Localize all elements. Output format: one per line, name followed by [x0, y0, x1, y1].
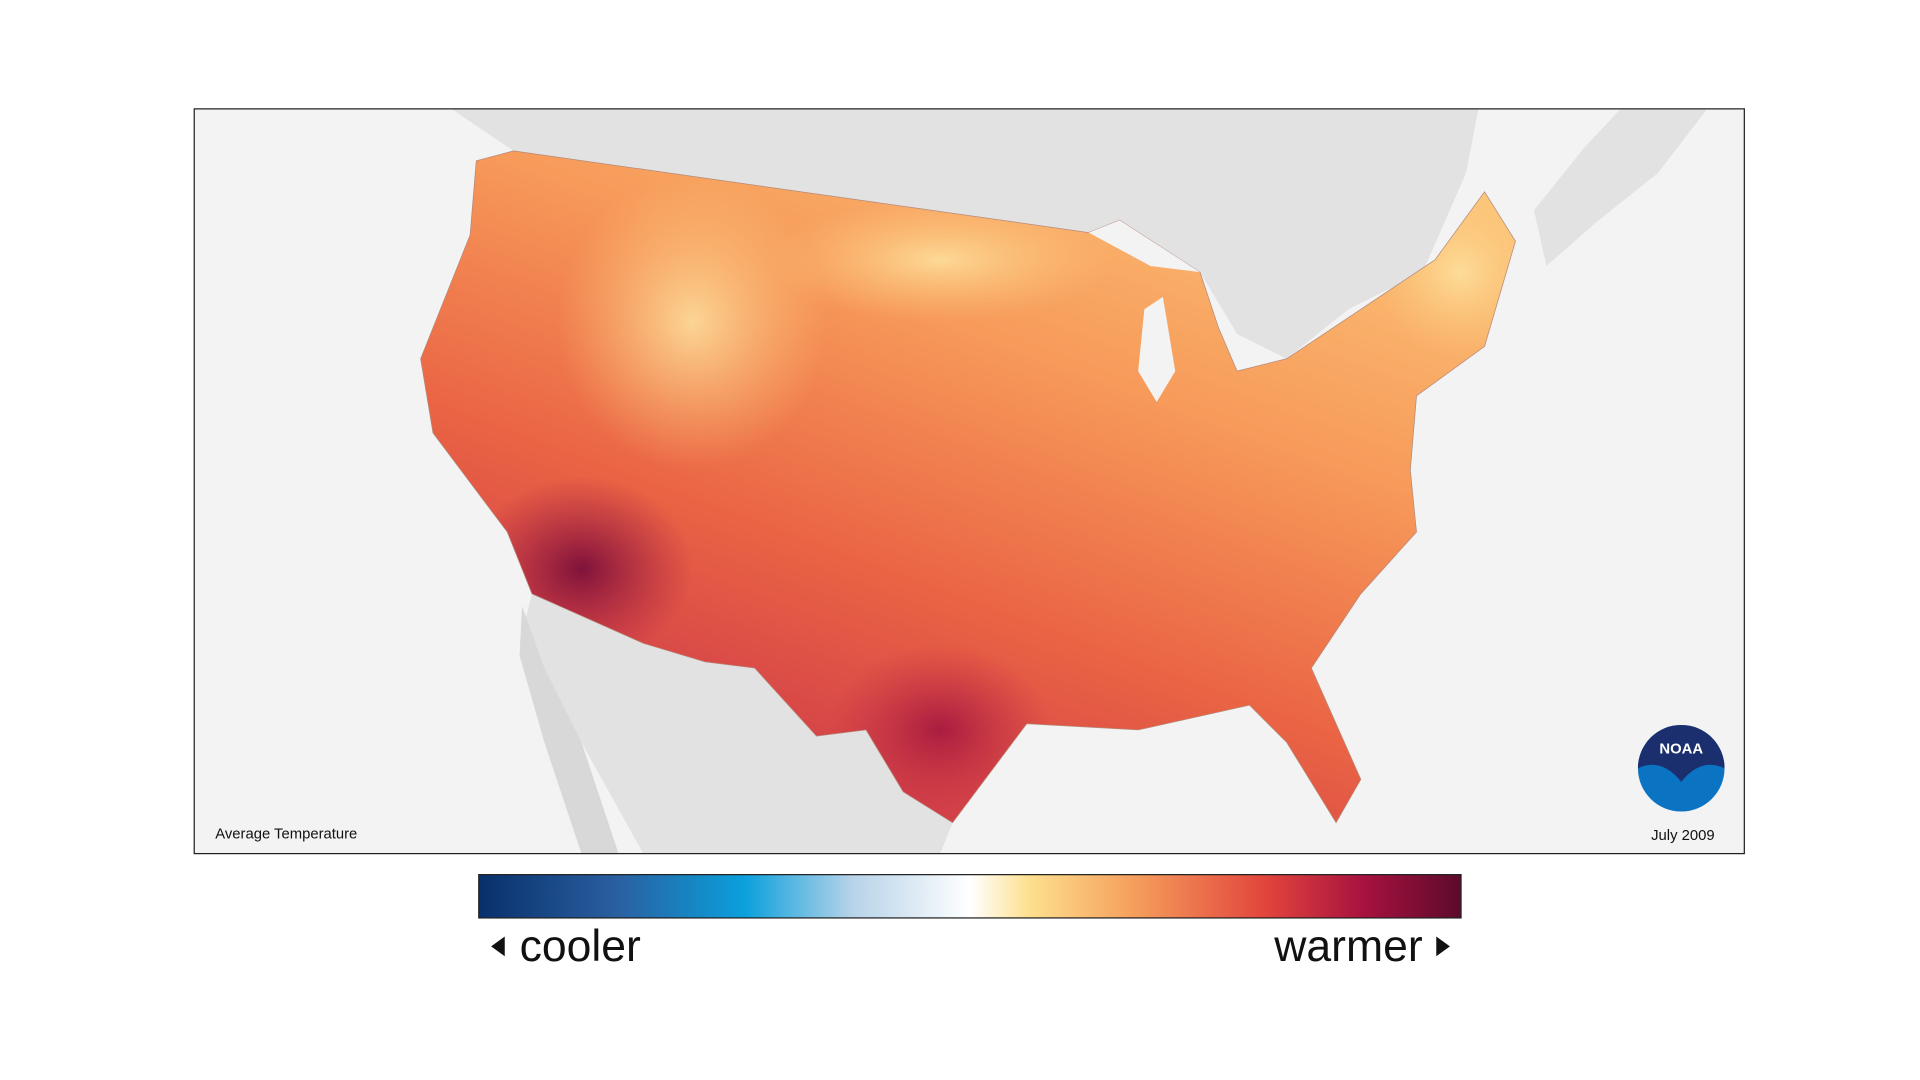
canada-east — [1534, 108, 1708, 266]
map-date: July 2009 — [1651, 828, 1714, 844]
mexico — [519, 593, 953, 854]
map-caption: Average Temperature — [215, 827, 357, 843]
lake-superior — [1088, 220, 1200, 273]
baja — [519, 606, 619, 854]
noaa-logo: NOAA — [1637, 724, 1725, 812]
surrounding-land — [451, 108, 1708, 854]
cooler-arrow — [491, 936, 505, 957]
canada — [451, 108, 1479, 359]
warmer-arrow — [1436, 936, 1450, 957]
map-frame — [193, 108, 1745, 855]
lake-michigan — [1138, 296, 1176, 403]
legend-low-label: cooler — [520, 922, 641, 971]
color-bar — [478, 874, 1462, 919]
legend-high-label: warmer — [1273, 922, 1423, 971]
logo-text: NOAA — [1659, 741, 1703, 757]
